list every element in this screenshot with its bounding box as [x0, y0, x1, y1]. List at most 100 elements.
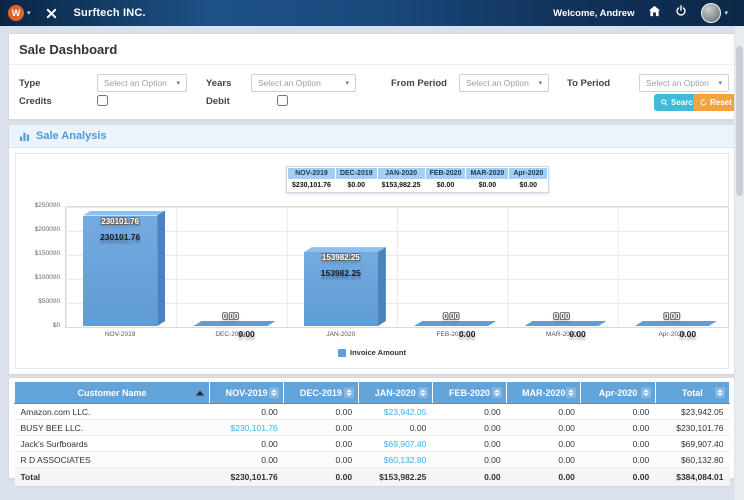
years-label: Years: [206, 78, 232, 89]
column-header-feb-2020[interactable]: FEB-2020: [431, 381, 508, 404]
x-axis-label: MAR-2020: [545, 331, 578, 338]
column-header-jan-2020[interactable]: JAN-2020: [357, 381, 433, 404]
column-header-total[interactable]: Total: [654, 381, 731, 404]
amount-link[interactable]: $23,942.05: [358, 403, 433, 420]
customer-name-cell: R D ASSOCIATES: [14, 451, 210, 468]
chart-plot: [65, 206, 729, 328]
column-header-customer-name[interactable]: Customer Name: [14, 381, 210, 404]
column-header-nov-2019[interactable]: NOV-2019: [208, 381, 285, 404]
amount-cell: 0.00: [580, 403, 656, 420]
x-axis-label: JAN-2020: [326, 331, 356, 338]
sort-icon: [492, 386, 503, 399]
bar-value-label: 153982.25: [321, 253, 360, 263]
table-row: Amazon.com LLC. 0.00 0.00 $23,942.05 0.00 0.0…: [14, 403, 730, 420]
chart-bar[interactable]: [635, 321, 717, 326]
legend-label: Invoice Amount: [350, 348, 406, 357]
search-button[interactable]: Search: [654, 94, 705, 111]
tools-icon[interactable]: [45, 7, 58, 20]
tooltip-month-header: FEB-2020: [425, 168, 466, 179]
sort-icon: [640, 386, 651, 399]
chart-bar-side-face: [378, 247, 386, 326]
column-header-dec-2019[interactable]: DEC-2019: [283, 381, 359, 404]
total-label-cell: Total: [14, 467, 210, 487]
type-label: Type: [19, 78, 41, 89]
app-logo[interactable]: W: [8, 5, 24, 21]
sale-analysis-title: Sale Analysis: [36, 130, 107, 142]
credits-checkbox[interactable]: [97, 95, 108, 106]
amount-cell: 0.00: [209, 403, 284, 420]
y-axis-label: $250000: [34, 202, 60, 209]
chevron-down-icon: ▾: [345, 80, 349, 87]
amount-link[interactable]: $60,132.80: [358, 451, 433, 468]
sort-down-arrow-icon: [642, 393, 649, 397]
type-select[interactable]: Select an Option ▾: [97, 74, 187, 92]
user-avatar[interactable]: [701, 3, 722, 23]
page-title: Sale Dashboard: [19, 42, 118, 57]
brand-title: Surftech INC.: [73, 7, 146, 19]
years-select-value: Select an Option: [258, 78, 321, 88]
amount-link[interactable]: $230,101.76: [209, 419, 284, 436]
column-label: DEC-2019: [299, 387, 342, 398]
chart-bar[interactable]: [194, 321, 276, 326]
filter-panel: Sale Dashboard Type Select an Option ▾ Y…: [8, 33, 739, 120]
sort-icon: [269, 386, 280, 399]
tooltip-month-header: DEC-2019: [335, 168, 377, 179]
chart-bar[interactable]: [83, 215, 158, 326]
column-header-apr-2020[interactable]: Apr-2020: [580, 381, 656, 404]
tooltip-month-header: MAR-2020: [466, 168, 509, 179]
years-select[interactable]: Select an Option ▾: [251, 74, 356, 92]
welcome-text: Welcome, Andrew: [553, 7, 635, 19]
search-button-label: Search: [671, 98, 698, 107]
column-label: NOV-2019: [225, 387, 268, 398]
amount-cell: 0.00: [580, 419, 656, 436]
sort-down-arrow-icon: [345, 393, 352, 397]
amount-cell: 0.00: [506, 435, 581, 452]
amount-cell: 0.00: [506, 403, 581, 420]
tooltip-month-header: JAN-2020: [377, 168, 425, 179]
amount-cell: $69,907.40: [655, 435, 730, 452]
avatar-dropdown-caret-icon[interactable]: ▾: [724, 10, 728, 17]
sort-icon: [417, 386, 428, 399]
logout-power-icon[interactable]: [675, 4, 687, 22]
chart-bar[interactable]: [303, 252, 378, 326]
column-label: FEB-2020: [448, 387, 490, 398]
sort-up-arrow-icon: [494, 388, 501, 392]
chart-bar[interactable]: [414, 321, 496, 326]
debit-checkbox[interactable]: [277, 95, 288, 106]
table-row: R D ASSOCIATES 0.00 0.00 $60,132.80 0.00 0.00…: [14, 451, 730, 468]
amount-cell: 0.00: [580, 451, 656, 468]
column-label: JAN-2020: [374, 387, 416, 398]
page-scrollbar[interactable]: [734, 26, 744, 500]
column-label: Customer Name: [77, 387, 147, 398]
home-icon[interactable]: [648, 4, 661, 22]
customer-name-cell: BUSY BEE LLC.: [14, 419, 210, 436]
bar-value-label: 0.00: [679, 329, 697, 339]
table-header-row: Customer Name NOV-2019 DEC-2019 JAN-2020 FEB…: [14, 381, 731, 404]
from-period-select[interactable]: Select an Option ▾: [459, 74, 549, 92]
sort-icon: [566, 386, 577, 399]
tooltip-month-value: $0.00: [425, 180, 466, 191]
credits-label: Credits: [19, 96, 52, 107]
total-amount-cell: 0.00: [506, 467, 581, 487]
navbar: W ▾ Surftech INC. Welcome, Andrew ▾: [0, 0, 744, 26]
logo-dropdown-caret-icon[interactable]: ▾: [27, 10, 31, 17]
x-axis-label: Apr-2020: [658, 331, 686, 338]
to-period-select[interactable]: Select an Option ▾: [639, 74, 729, 92]
reset-button[interactable]: Reset: [693, 94, 739, 111]
column-header-mar-2020[interactable]: MAR-2020: [506, 381, 582, 404]
chevron-down-icon: ▾: [176, 80, 180, 87]
y-axis-label: $0: [52, 322, 60, 329]
amount-link[interactable]: $69,907.40: [358, 435, 433, 452]
from-period-label: From Period: [391, 78, 447, 89]
amount-cell: 0.00: [283, 419, 359, 436]
total-amount-cell: 0.00: [283, 467, 359, 487]
customer-name-cell: Jack's Surfboards: [14, 435, 210, 452]
total-amount-cell: $384,084.01: [655, 467, 730, 487]
scrollbar-thumb[interactable]: [736, 46, 743, 196]
table-body: Amazon.com LLC. 0.00 0.00 $23,942.05 0.00 0.0…: [14, 403, 730, 487]
chart-bar[interactable]: [525, 321, 607, 326]
to-period-select-value: Select an Option: [646, 78, 709, 88]
chart-legend[interactable]: Invoice Amount: [16, 348, 728, 357]
sale-analysis-header: Sale Analysis: [9, 125, 735, 148]
chart-bar-top-face: [83, 211, 165, 216]
